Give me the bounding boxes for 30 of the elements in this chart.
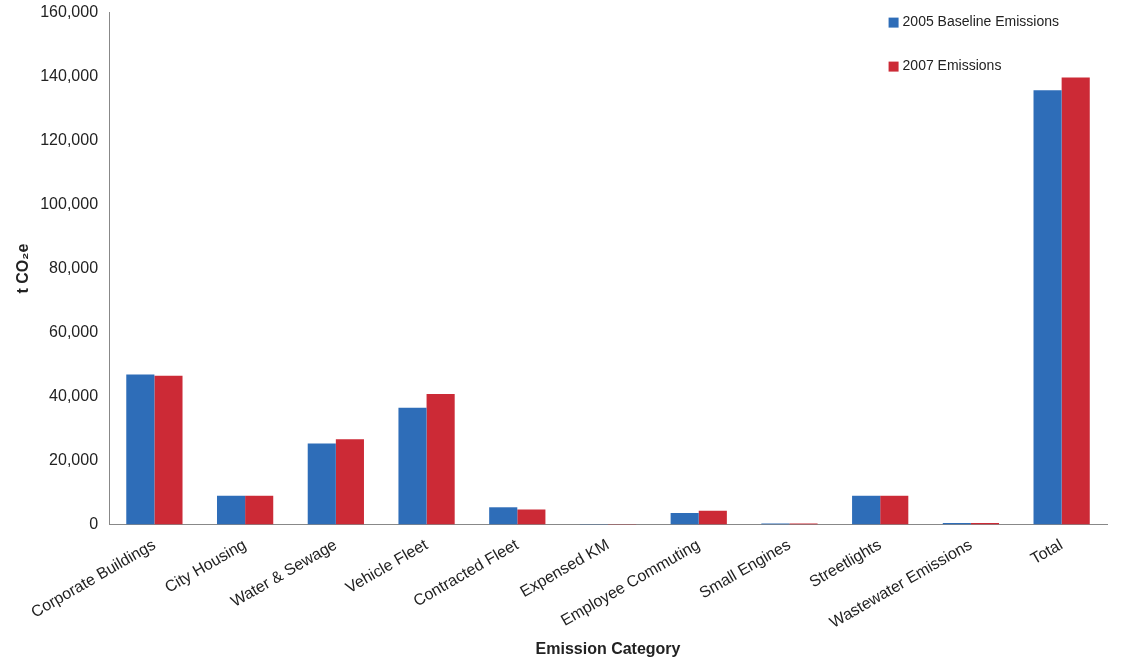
bar xyxy=(517,509,546,525)
bar xyxy=(489,507,518,525)
bar xyxy=(126,374,155,525)
bar xyxy=(307,443,336,525)
y-tick-label: 120,000 xyxy=(40,131,99,148)
bar xyxy=(426,394,455,525)
x-axis-title: Emission Category xyxy=(535,639,681,657)
bar xyxy=(1033,90,1062,525)
y-tick-label: 40,000 xyxy=(49,386,99,404)
legend-label: 2005 Baseline Emissions xyxy=(902,13,1059,30)
y-tick-label: 60,000 xyxy=(49,322,99,340)
bar xyxy=(1061,77,1090,525)
y-tick-label: 80,000 xyxy=(49,258,99,276)
y-tick-label: 160,000 xyxy=(40,3,99,21)
bar xyxy=(154,375,183,525)
bar xyxy=(670,513,699,525)
y-axis-title: t CO₂e xyxy=(14,243,32,294)
y-tick-label: 0 xyxy=(89,514,99,532)
bar xyxy=(698,510,727,525)
bar xyxy=(335,439,364,525)
y-tick-label: 20,000 xyxy=(49,450,99,468)
y-tick-label: 100,000 xyxy=(40,194,99,212)
legend-label: 2007 Emissions xyxy=(902,57,1002,74)
x-tick-label: Total xyxy=(1027,535,1066,568)
bar xyxy=(852,495,881,525)
y-tick-label: 140,000 xyxy=(40,67,99,84)
bar xyxy=(245,495,274,525)
bar xyxy=(217,495,246,525)
bar xyxy=(398,407,427,525)
bar xyxy=(880,495,909,525)
